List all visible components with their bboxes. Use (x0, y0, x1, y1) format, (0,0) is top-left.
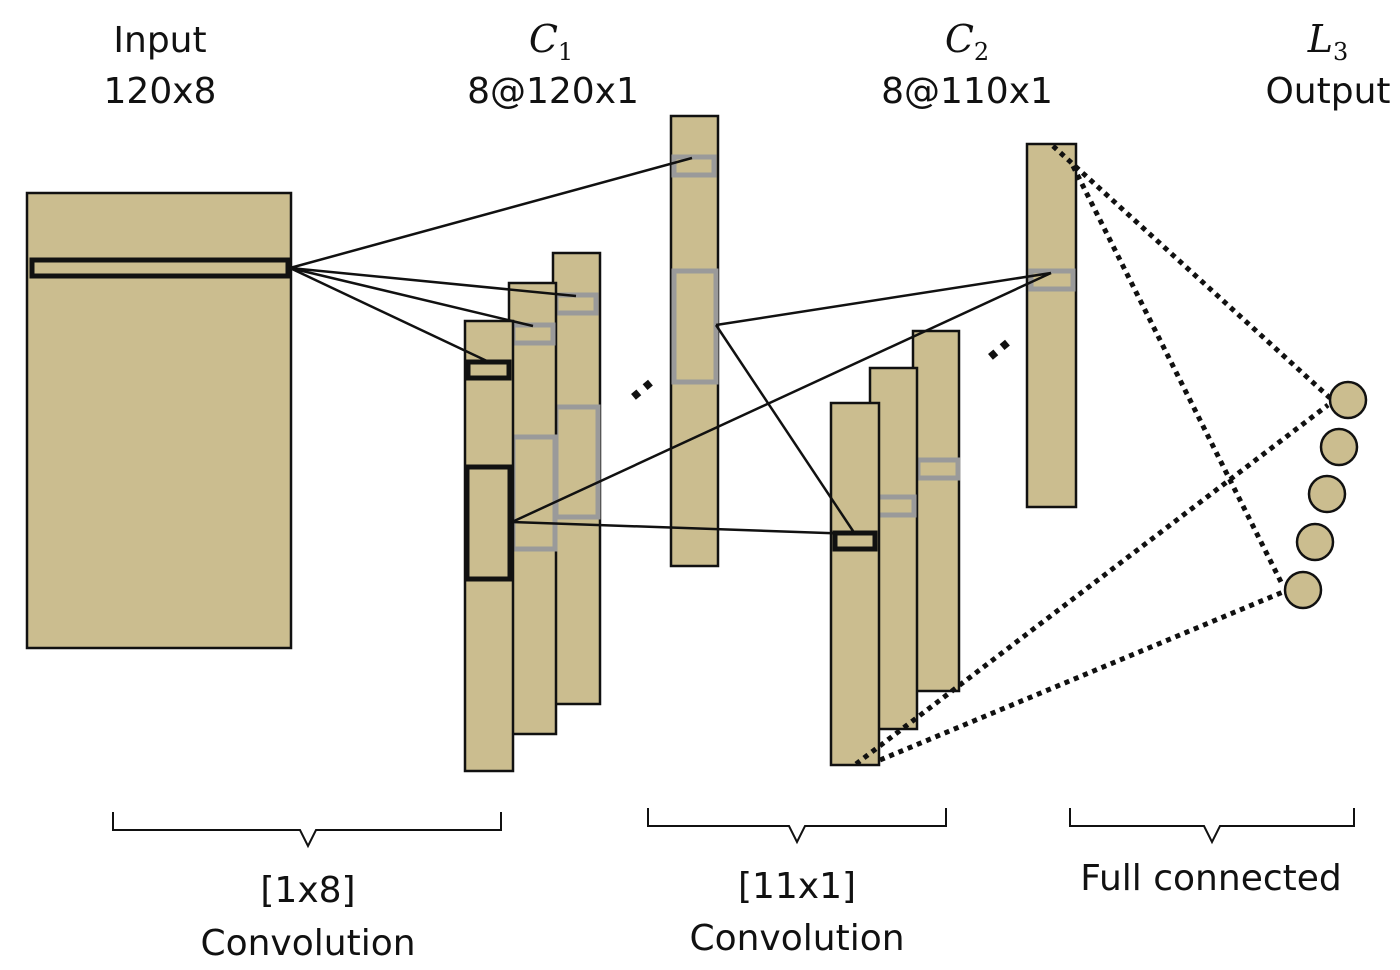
conv2-connections (511, 271, 1052, 536)
c2-size: 8@110x1 (881, 71, 1053, 112)
output-neuron (1283, 570, 1323, 610)
conv1-brace (112, 812, 502, 849)
c1-feature-map-2 (507, 281, 558, 736)
fc-brace (1069, 808, 1355, 845)
conv2-line-c1last-to-c2last (715, 271, 1052, 327)
conv1-connections (289, 156, 693, 364)
output-neuron (1307, 474, 1347, 514)
fc-line-c2last-top-to-neuron5 (1070, 164, 1286, 588)
conv2-line-c1map1-to-c2map1 (511, 520, 856, 536)
conv1-line-to-c1-map3 (289, 266, 577, 298)
fc-line-c2map1-bottom-to-neuron1 (854, 403, 1330, 766)
c2-last-highlight (1028, 268, 1076, 292)
conv2-name-label: Convolution (689, 918, 904, 959)
output-neuron (1328, 380, 1368, 420)
conv2-line-c1last-to-c2map1 (714, 324, 857, 535)
c2-feature-map-last (1025, 142, 1078, 509)
fc-connections (854, 144, 1332, 766)
c1-last-highlight-small (671, 154, 717, 178)
fc-label: Full connected (1080, 858, 1342, 899)
c2-feature-map-3 (911, 329, 961, 693)
conv1-line-to-c1-map2 (289, 266, 534, 328)
conv1-name-label: Convolution (200, 923, 415, 964)
conv1-kernel-label: [1x8] (260, 870, 355, 911)
conv2-brace (647, 808, 947, 845)
conv2-kernel-label: [11x1] (738, 866, 856, 907)
output-neuron (1319, 427, 1359, 467)
conv2-line-c1map1-to-c2last (511, 271, 1052, 524)
fc-line-c2last-top-to-neuron1 (1051, 144, 1332, 400)
conv1-line-to-c1-last (289, 156, 693, 270)
input-title: Input (113, 20, 206, 61)
c1-symbol: C1 (529, 17, 573, 66)
c2-ellipsis: .. (967, 315, 1020, 370)
output-title: Output (1265, 71, 1390, 112)
c1-size: 8@120x1 (467, 71, 639, 112)
c1-map1-highlight-large (464, 464, 513, 582)
c1-feature-map-last (669, 114, 720, 568)
conv1-line-to-c1-map1 (289, 266, 490, 364)
l3-symbol: L3 (1307, 17, 1349, 66)
output-neurons (1283, 380, 1368, 610)
output-neuron (1295, 522, 1335, 562)
c1-feature-map-3 (551, 251, 602, 706)
c2-feature-map-1 (829, 401, 881, 767)
c2-symbol: C2 (945, 17, 989, 66)
input-kernel-window (29, 257, 291, 279)
input-size: 120x8 (104, 71, 217, 112)
c1-feature-map-1 (463, 319, 515, 773)
input-matrix (25, 191, 293, 650)
c1-ellipsis: .. (610, 355, 663, 410)
fc-line-c2map1-bottom-to-neuron5 (879, 589, 1284, 763)
